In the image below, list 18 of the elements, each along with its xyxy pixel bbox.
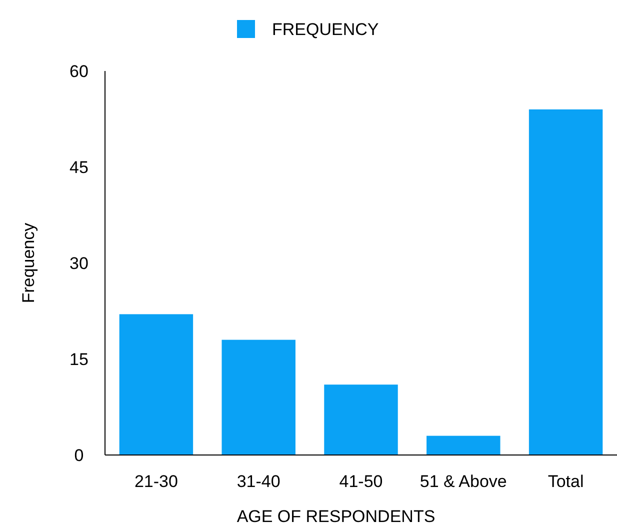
- bar: [324, 384, 398, 455]
- x-tick-label: 31-40: [236, 472, 280, 491]
- y-tick-label: 30: [70, 254, 88, 273]
- x-tick-label: 21-30: [134, 472, 178, 491]
- legend-label: FREQUENCY: [272, 20, 379, 39]
- y-axis-title: Frequency: [19, 222, 38, 304]
- bar: [426, 436, 500, 455]
- y-tick-label: 60: [70, 62, 88, 81]
- y-tick-label: 15: [70, 350, 88, 369]
- bar: [222, 340, 296, 455]
- x-tick-label: Total: [548, 472, 584, 491]
- y-tick-label: 45: [70, 158, 88, 177]
- x-tick-label: 41-50: [339, 472, 383, 491]
- x-axis-title: AGE OF RESPONDENTS: [236, 507, 436, 526]
- x-tick-label: 51 & Above: [420, 472, 507, 491]
- bar: [528, 109, 603, 455]
- bar: [119, 314, 194, 455]
- y-tick-label: 0: [74, 446, 84, 465]
